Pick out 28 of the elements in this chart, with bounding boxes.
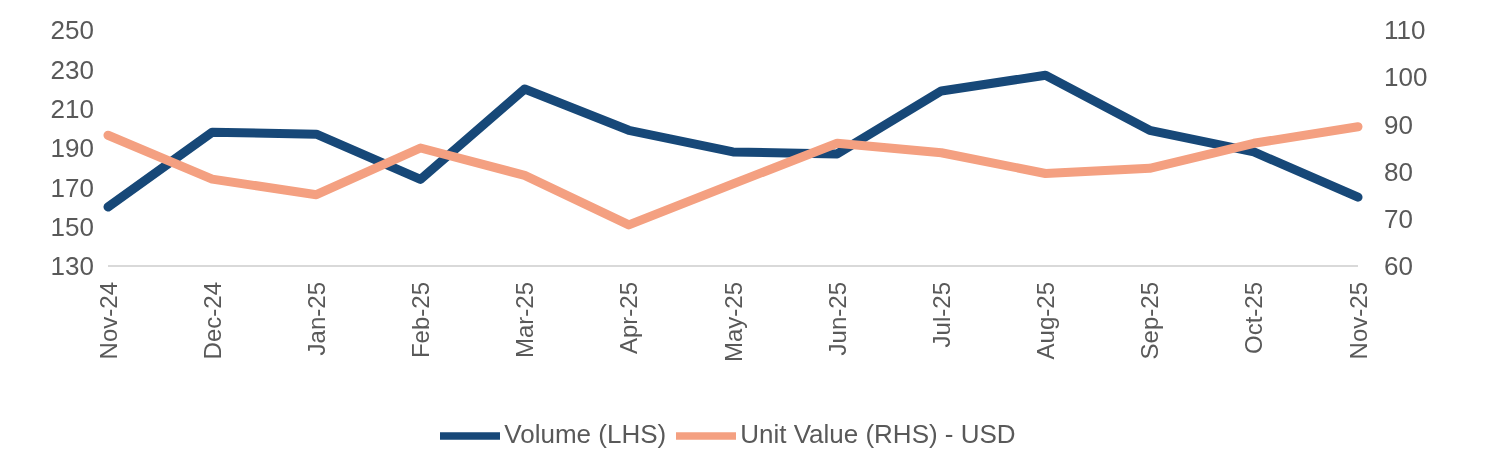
y2-tick-label: 70 [1384,204,1413,235]
x-tick-label: Nov-25 [1344,282,1372,360]
y2-tick-label: 80 [1384,156,1413,187]
x-tick-label: Mar-25 [511,282,539,359]
x-tick-label: Dec-24 [198,282,226,360]
x-tick-label: Feb-25 [407,282,434,359]
legend-label: Volume (LHS) [504,418,667,449]
y2-tick-label: 110 [1384,15,1426,46]
x-tick-label: Jun-25 [823,282,851,356]
y2-tick-label: 100 [1384,62,1428,93]
y-tick-label: 150 [50,211,94,242]
y2-tick-label: 90 [1384,109,1413,140]
x-tick-label: Apr-25 [615,282,643,355]
x-tick-label: Jan-25 [302,282,330,356]
legend-label: Unit Value (RHS) - USD [740,418,1016,449]
x-tick-label: Jul-25 [927,282,955,348]
x-tick-label: Aug-25 [1032,282,1059,360]
y-tick-label: 230 [50,54,94,85]
y-tick-label: 170 [50,172,94,203]
y-tick-label: 250 [50,15,94,46]
x-tick-label: Nov-24 [94,282,122,360]
x-tick-label: Oct-25 [1240,282,1268,355]
y-tick-label: 130 [50,251,94,282]
y-tick-label: 190 [50,133,94,164]
y-tick-label: 210 [50,93,94,124]
x-tick-label: May-25 [719,282,747,363]
x-tick-label: Sep-25 [1136,282,1164,360]
y2-tick-label: 60 [1384,251,1413,282]
